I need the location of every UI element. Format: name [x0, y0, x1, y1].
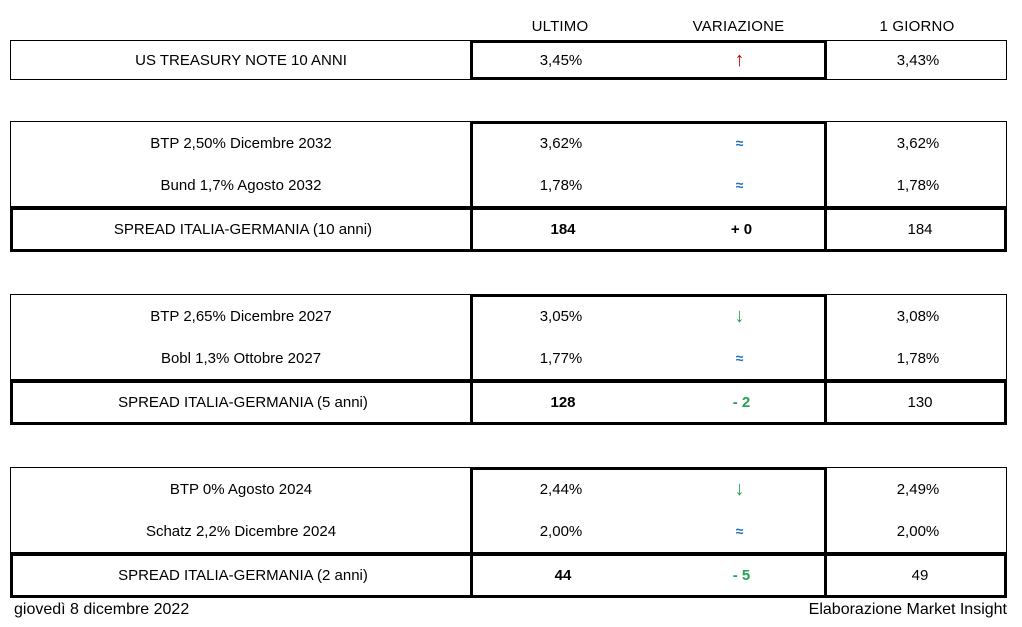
spacer	[0, 252, 1022, 294]
variation-flat-icon: ≈	[735, 177, 744, 193]
spread-label: SPREAD ITALIA-GERMANIA (10 anni)	[113, 221, 373, 238]
giorno-value: 2,00%	[896, 522, 940, 540]
bonds-box: BTP 2,50% Dicembre 2032 3,62% ≈ 3,62% Bu…	[10, 121, 1007, 207]
spread-variazione-value: - 5	[732, 567, 751, 584]
spread-ultimo-value: 44	[554, 567, 572, 584]
header-1-giorno: 1 GIORNO	[879, 17, 955, 35]
instrument-row: BTP 2,65% Dicembre 2027 3,05% ↓ 3,08%	[11, 295, 1006, 337]
ultimo-value: 3,45%	[539, 51, 583, 69]
ultimo-value: 3,62%	[539, 134, 583, 152]
instrument-label: Bund 1,7% Agosto 2032	[160, 176, 322, 194]
giorno-value: 3,43%	[896, 51, 940, 69]
spread-ultimo-value: 184	[550, 221, 576, 238]
giorno-value: 3,62%	[896, 134, 940, 152]
instrument-row: BTP 2,50% Dicembre 2032 3,62% ≈ 3,62%	[11, 122, 1006, 164]
ultimo-value: 1,78%	[539, 176, 583, 194]
spread-giorno-value: 49	[911, 567, 929, 584]
section-10-anni: BTP 2,50% Dicembre 2032 3,62% ≈ 3,62% Bu…	[10, 121, 1007, 252]
spread-variazione-value: - 2	[732, 394, 751, 411]
instrument-row: Schatz 2,2% Dicembre 2024 2,00% ≈ 2,00%	[11, 510, 1006, 552]
giorno-value: 1,78%	[896, 349, 940, 367]
instrument-label: Bobl 1,3% Ottobre 2027	[160, 349, 322, 367]
variation-flat-icon: ≈	[735, 135, 744, 151]
instrument-row: Bobl 1,3% Ottobre 2027 1,77% ≈ 1,78%	[11, 337, 1006, 379]
ultimo-value: 2,44%	[539, 480, 583, 498]
spread-label: SPREAD ITALIA-GERMANIA (5 anni)	[118, 394, 368, 411]
instrument-label: BTP 2,50% Dicembre 2032	[150, 134, 332, 152]
footer: giovedì 8 dicembre 2022 Elaborazione Mar…	[14, 601, 1007, 619]
bonds-box: BTP 2,65% Dicembre 2027 3,05% ↓ 3,08% Bo…	[10, 294, 1007, 380]
bonds-box: BTP 0% Agosto 2024 2,44% ↓ 2,49% Schatz …	[10, 467, 1007, 553]
variation-flat-icon: ≈	[735, 350, 744, 366]
instrument-label: Schatz 2,2% Dicembre 2024	[145, 522, 337, 540]
spread-variazione-value: + 0	[730, 221, 753, 238]
section-5-anni: BTP 2,65% Dicembre 2027 3,05% ↓ 3,08% Bo…	[10, 294, 1007, 425]
giorno-value: 2,49%	[896, 480, 940, 498]
spread-giorno-value: 130	[907, 394, 933, 411]
ultimo-value: 3,05%	[539, 307, 583, 325]
label-column-header	[10, 14, 470, 26]
variation-down-arrow-icon: ↓	[734, 305, 745, 327]
ultimo-value: 1,77%	[539, 349, 583, 367]
giorno-value: 1,78%	[896, 176, 940, 194]
header-variazione: VARIAZIONE	[692, 17, 785, 35]
ultimo-value: 2,00%	[539, 522, 583, 540]
bonds-box: US TREASURY NOTE 10 ANNI 3,45% ↑ 3,43%	[10, 40, 1007, 80]
instrument-label: BTP 2,65% Dicembre 2027	[150, 307, 332, 325]
spacer	[0, 425, 1022, 467]
spread-label: SPREAD ITALIA-GERMANIA (2 anni)	[118, 567, 368, 584]
report-date: giovedì 8 dicembre 2022	[14, 601, 190, 618]
section-us-treasury: US TREASURY NOTE 10 ANNI 3,45% ↑ 3,43%	[10, 40, 1007, 80]
spread-row: SPREAD ITALIA-GERMANIA (10 anni) 184 + 0…	[10, 207, 1007, 252]
instrument-row: Bund 1,7% Agosto 2032 1,78% ≈ 1,78%	[11, 164, 1006, 206]
variation-up-arrow-icon: ↑	[734, 49, 745, 71]
instrument-label: BTP 0% Agosto 2024	[169, 480, 313, 498]
spacer	[0, 80, 1022, 121]
instrument-label: US TREASURY NOTE 10 ANNI	[135, 51, 347, 69]
column-headers: ULTIMO VARIAZIONE 1 GIORNO	[10, 0, 1007, 40]
spread-row: SPREAD ITALIA-GERMANIA (2 anni) 44 - 5 4…	[10, 553, 1007, 598]
spread-ultimo-value: 128	[550, 394, 576, 411]
header-ultimo: ULTIMO	[531, 17, 589, 35]
instrument-row: BTP 0% Agosto 2024 2,44% ↓ 2,49%	[11, 468, 1006, 510]
instrument-row: US TREASURY NOTE 10 ANNI 3,45% ↑ 3,43%	[11, 41, 1006, 79]
spread-giorno-value: 184	[907, 221, 933, 238]
credit-label: Elaborazione Market Insight	[808, 601, 1007, 618]
variation-flat-icon: ≈	[735, 523, 744, 539]
section-2-anni: BTP 0% Agosto 2024 2,44% ↓ 2,49% Schatz …	[10, 467, 1007, 598]
variation-down-arrow-icon: ↓	[734, 478, 745, 500]
giorno-value: 3,08%	[896, 307, 940, 325]
spread-row: SPREAD ITALIA-GERMANIA (5 anni) 128 - 2 …	[10, 380, 1007, 425]
